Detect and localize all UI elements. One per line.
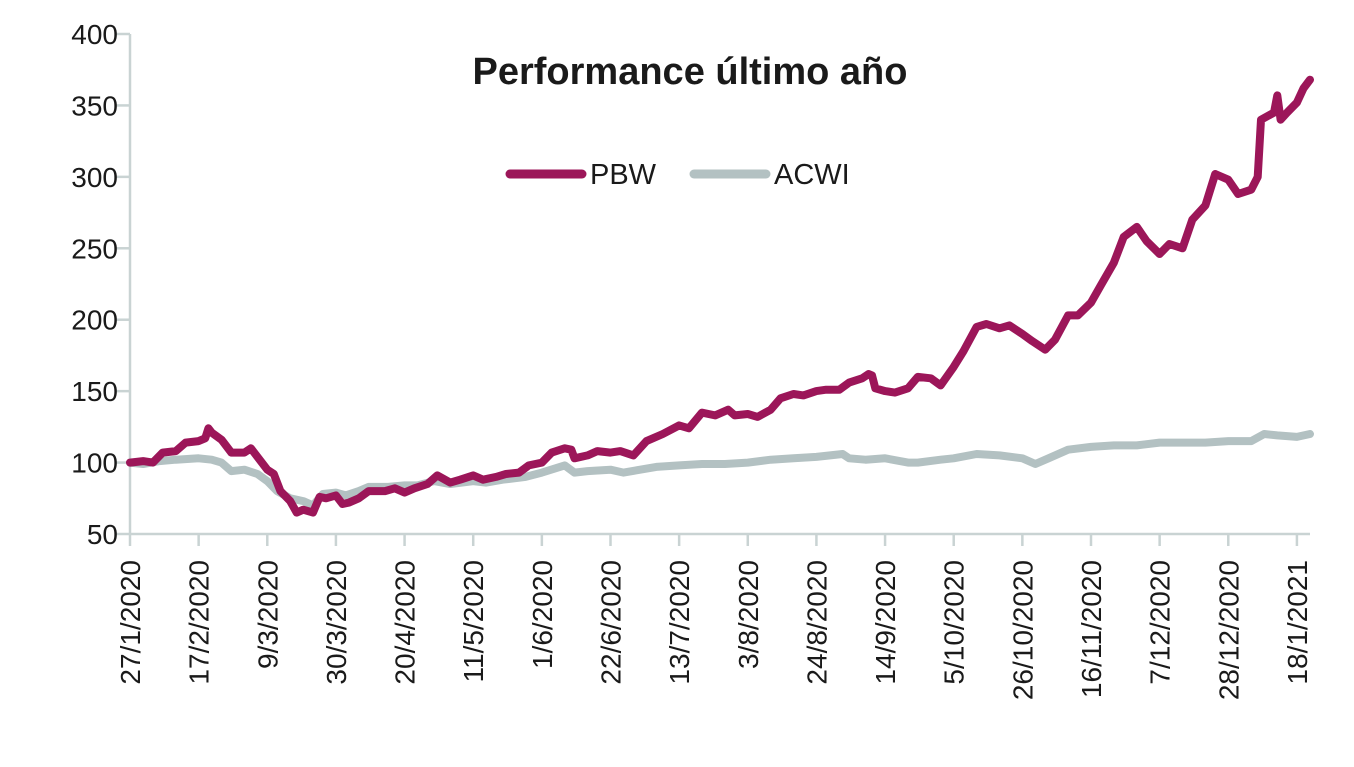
series-line-pbw [126, 75, 1314, 517]
axes: 50 100 150 200 250 300 350 400 27/1/2020 17/2/202… [71, 19, 1313, 700]
chart-title: Performance último año [473, 51, 908, 93]
x-tick-label: 17/2/2020 [184, 560, 215, 685]
x-tick-label: 13/7/2020 [664, 560, 695, 685]
x-tick-label: 27/1/2020 [115, 560, 146, 685]
legend-label-acwi: ACWI [774, 159, 850, 191]
x-tick-label: 16/11/2020 [1076, 560, 1107, 698]
y-tick-label: 150 [71, 376, 118, 407]
x-tick-label: 30/3/2020 [321, 560, 352, 685]
y-tick-label: 50 [87, 519, 118, 550]
x-tick-label: 9/3/2020 [252, 560, 283, 669]
x-tick-label: 22/6/2020 [595, 560, 626, 685]
x-tick-label: 26/10/2020 [1007, 560, 1038, 700]
series-layer [126, 75, 1314, 517]
y-tick-label: 300 [71, 162, 118, 193]
series-line-acwi [126, 430, 1314, 510]
y-tick-label: 250 [71, 233, 118, 264]
x-tick-label: 11/5/2020 [458, 560, 489, 683]
y-tick-label: 100 [71, 448, 118, 479]
legend: PBW ACWI [505, 159, 850, 191]
y-tick-label: 400 [71, 19, 118, 50]
x-tick-label: 24/8/2020 [801, 560, 832, 685]
x-tick-label: 28/12/2020 [1213, 560, 1244, 700]
x-tick-label: 3/8/2020 [733, 560, 764, 669]
x-tick-label: 14/9/2020 [870, 560, 901, 685]
x-tick-label: 20/4/2020 [390, 560, 421, 685]
y-tick-label: 350 [71, 90, 118, 121]
x-tick-label: 18/1/2021 [1282, 560, 1313, 685]
legend-label-pbw: PBW [590, 159, 657, 191]
y-tick-label: 200 [71, 305, 118, 336]
x-tick-label: 5/10/2020 [939, 560, 970, 685]
x-tick-label: 1/6/2020 [527, 560, 558, 669]
x-tick-label: 7/12/2020 [1145, 560, 1176, 685]
